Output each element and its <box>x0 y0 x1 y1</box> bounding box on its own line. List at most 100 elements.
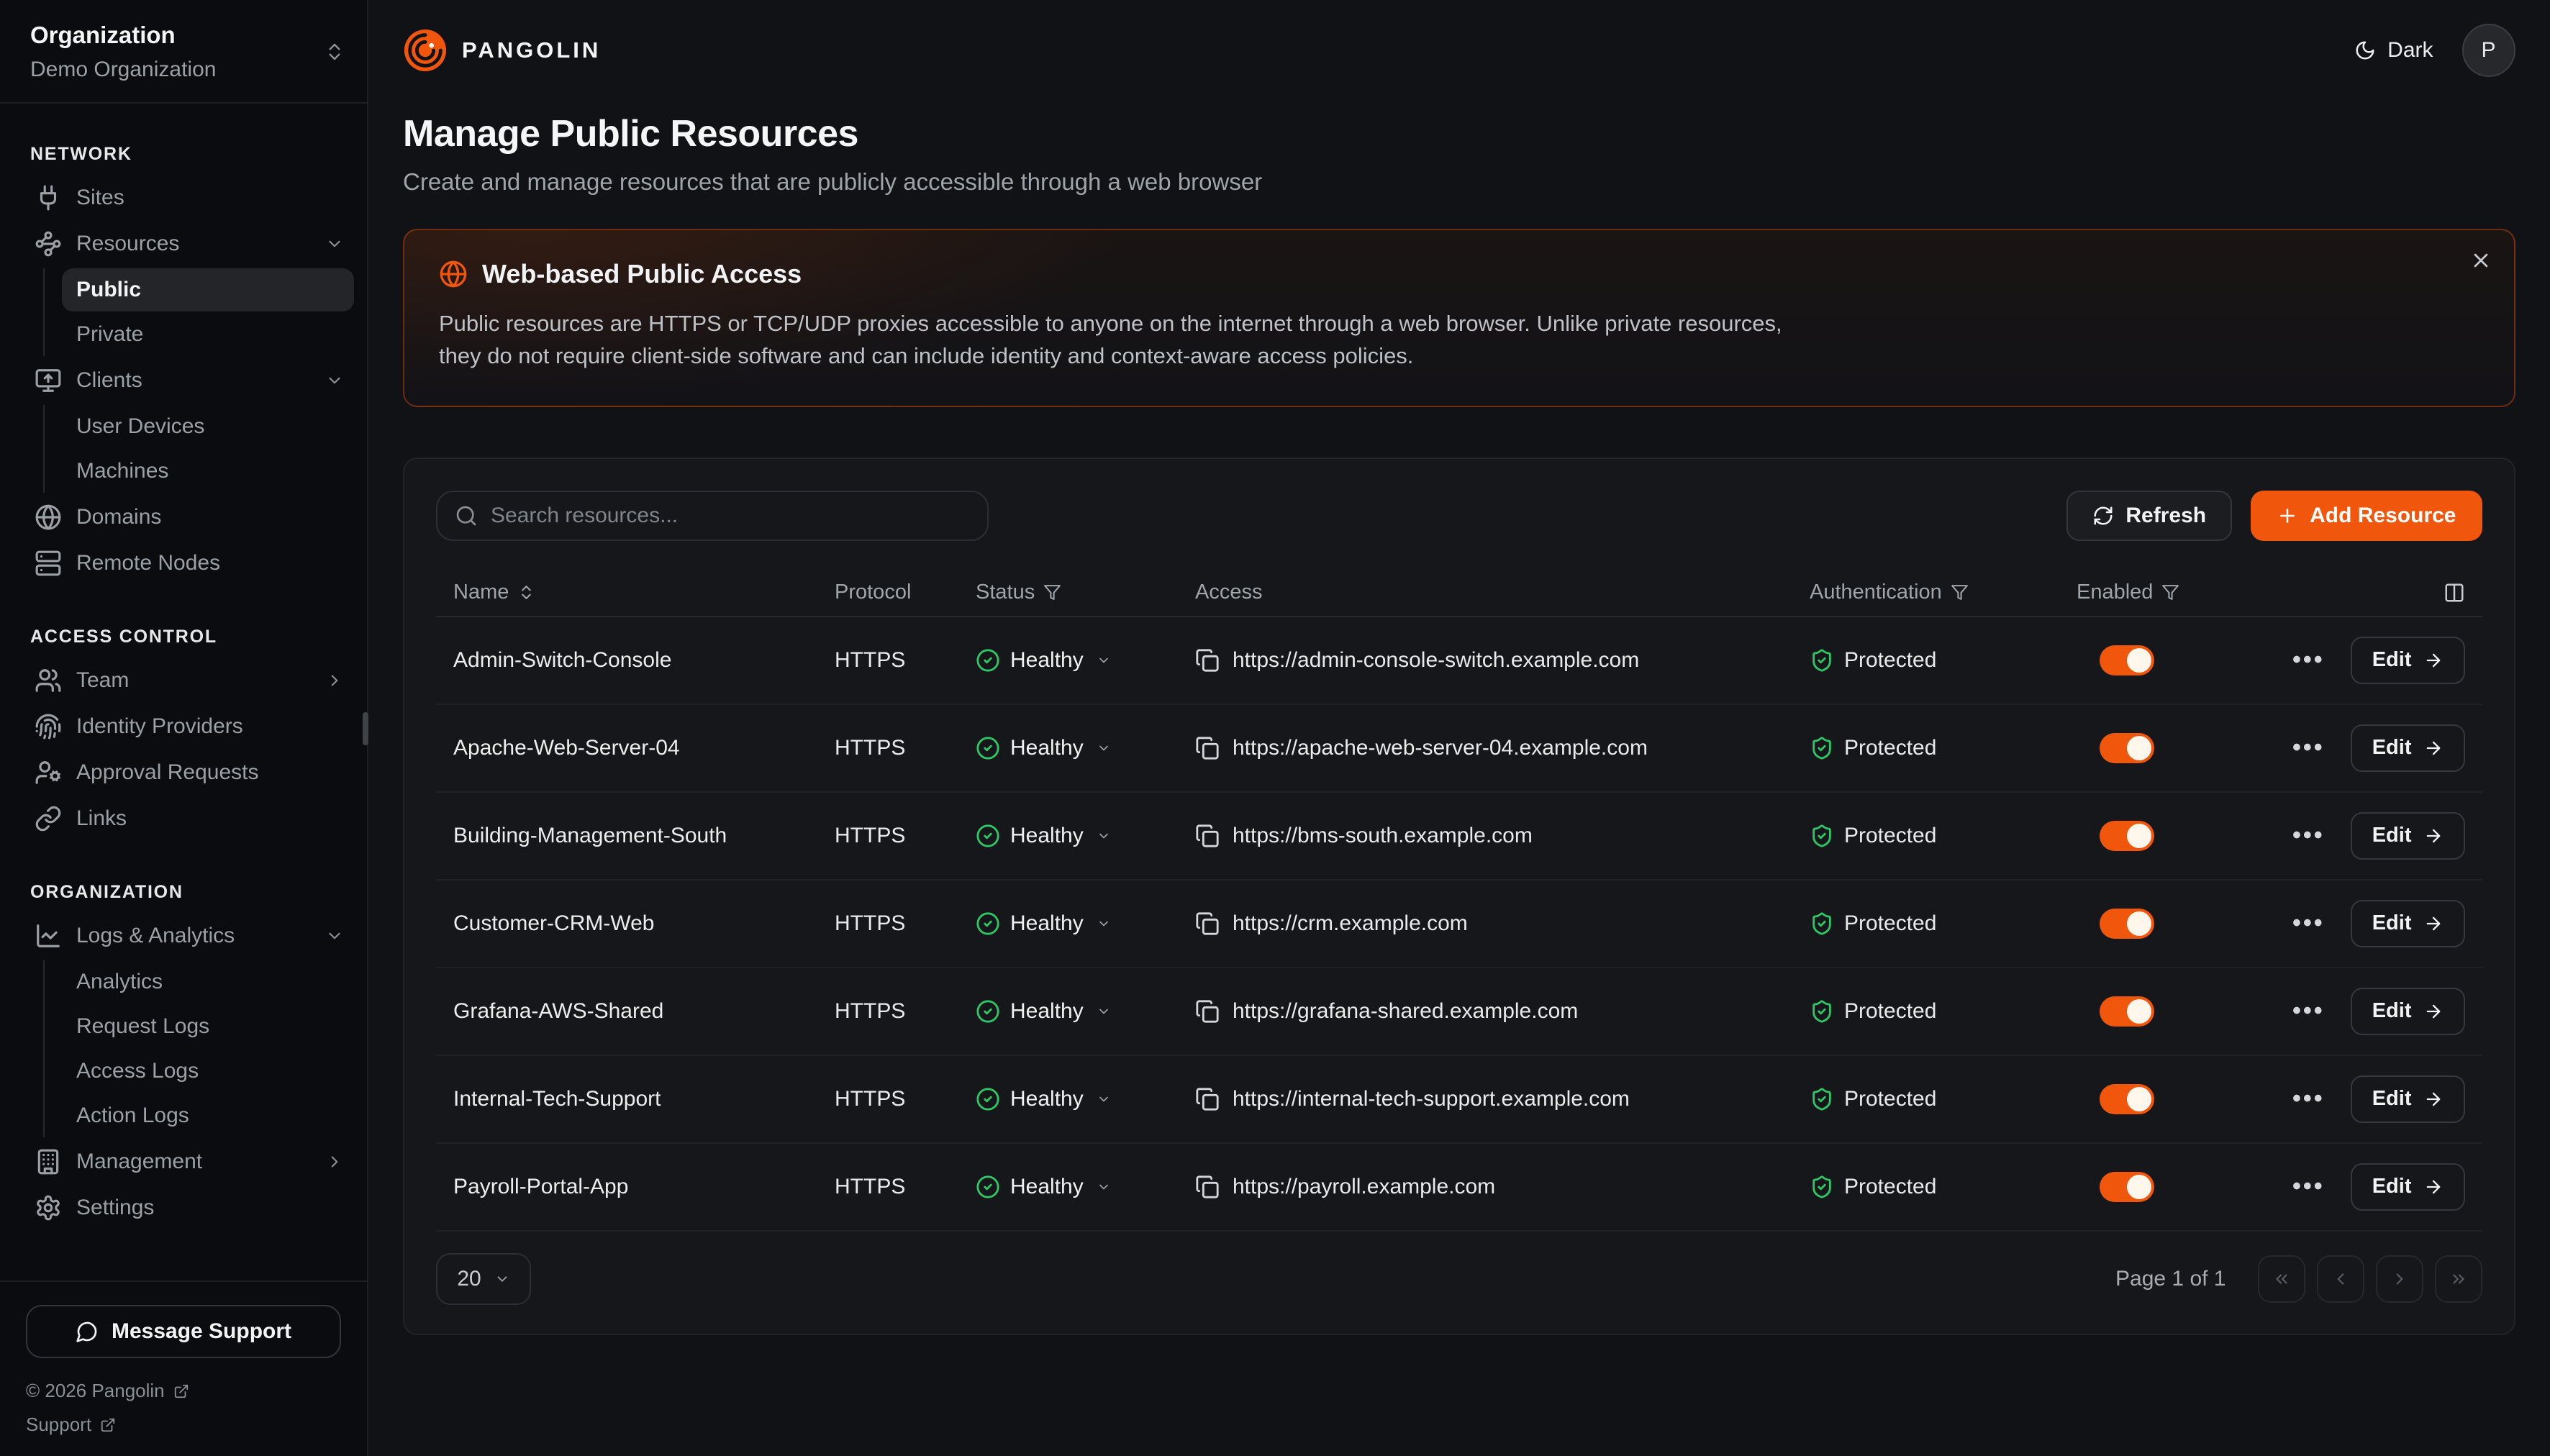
theme-toggle[interactable]: Dark <box>2354 38 2433 63</box>
resource-name: Apache-Web-Server-04 <box>453 735 680 760</box>
sidebar-item-logs-analytics[interactable]: Logs & Analytics <box>29 913 354 959</box>
chevron-left-icon <box>2331 1270 2350 1288</box>
org-switcher[interactable]: Organization Demo Organization <box>0 0 367 104</box>
waypoints-icon <box>35 230 62 258</box>
enabled-cell <box>2059 996 2275 1027</box>
column-header-name[interactable]: Name <box>436 581 817 604</box>
copy-icon[interactable] <box>1195 824 1220 848</box>
copy-icon[interactable] <box>1195 911 1220 936</box>
row-menu-button[interactable]: ••• <box>2292 646 2325 674</box>
status-select[interactable]: Healthy <box>976 736 1111 760</box>
search-input[interactable] <box>491 503 970 528</box>
sidebar-item-machines[interactable]: Machines <box>62 450 354 493</box>
refresh-button[interactable]: Refresh <box>2066 490 2233 541</box>
last-page-button[interactable] <box>2434 1255 2482 1303</box>
sidebar-item-resources[interactable]: Resources <box>29 221 354 267</box>
access-url[interactable]: https://payroll.example.com <box>1233 1174 1496 1198</box>
column-header-status[interactable]: Status <box>958 581 1178 604</box>
enabled-toggle[interactable] <box>2100 1083 2154 1114</box>
enabled-toggle[interactable] <box>2100 908 2154 939</box>
copy-icon[interactable] <box>1195 1087 1220 1111</box>
close-icon[interactable] <box>2469 249 2492 272</box>
circle-check-icon <box>976 911 1000 936</box>
edit-button[interactable]: Edit <box>2350 987 2465 1035</box>
sidebar-item-private[interactable]: Private <box>62 313 354 356</box>
column-header-authentication[interactable]: Authentication <box>1792 581 2059 604</box>
sidebar-item-team[interactable]: Team <box>29 658 354 704</box>
status-select[interactable]: Healthy <box>976 999 1111 1024</box>
enabled-toggle[interactable] <box>2100 645 2154 675</box>
access-url[interactable]: https://admin-console-switch.example.com <box>1233 647 1640 672</box>
previous-page-button[interactable] <box>2316 1255 2364 1303</box>
sidebar-item-public[interactable]: Public <box>62 268 354 311</box>
table-row-apache-web-server-04: Apache-Web-Server-04 HTTPS Healthy https://… <box>436 705 2482 793</box>
enabled-toggle[interactable] <box>2100 1171 2154 1202</box>
sidebar-item-management[interactable]: Management <box>29 1139 354 1185</box>
edit-button[interactable]: Edit <box>2350 811 2465 860</box>
sidebar-item-domains[interactable]: Domains <box>29 494 354 540</box>
sidebar-item-settings[interactable]: Settings <box>29 1185 354 1231</box>
edit-button[interactable]: Edit <box>2350 899 2465 947</box>
sidebar-item-access-logs[interactable]: Access Logs <box>62 1050 354 1093</box>
edit-button[interactable]: Edit <box>2350 724 2465 772</box>
access-url[interactable]: https://apache-web-server-04.example.com <box>1233 735 1648 760</box>
filter-icon <box>1951 583 1969 601</box>
status-select[interactable]: Healthy <box>976 648 1111 673</box>
sidebar-item-identity-providers[interactable]: Identity Providers <box>29 704 354 750</box>
status-select[interactable]: Healthy <box>976 1175 1111 1199</box>
add-resource-button[interactable]: Add Resource <box>2251 490 2482 541</box>
enabled-toggle[interactable] <box>2100 732 2154 763</box>
next-page-button[interactable] <box>2375 1255 2423 1303</box>
edit-button[interactable]: Edit <box>2350 636 2465 684</box>
copy-icon[interactable] <box>1195 648 1220 673</box>
sidebar: Organization Demo Organization NETWORK Si… <box>0 0 368 1456</box>
access-url[interactable]: https://internal-tech-support.example.co… <box>1233 1086 1630 1111</box>
sidebar-item-approval-requests[interactable]: Approval Requests <box>29 750 354 796</box>
sidebar-item-remote-nodes[interactable]: Remote Nodes <box>29 540 354 586</box>
enabled-toggle[interactable] <box>2100 996 2154 1027</box>
edit-button[interactable]: Edit <box>2350 1162 2465 1211</box>
columns-icon[interactable] <box>2444 582 2465 604</box>
first-page-button[interactable] <box>2257 1255 2305 1303</box>
copyright-link[interactable]: © 2026 Pangolin <box>26 1380 341 1402</box>
toggle-knob <box>2127 998 2151 1024</box>
status-select[interactable]: Healthy <box>976 911 1111 936</box>
row-menu-button[interactable]: ••• <box>2292 909 2325 937</box>
access-cell: https://bms-south.example.com <box>1178 824 1792 848</box>
edit-button[interactable]: Edit <box>2350 1075 2465 1123</box>
sidebar-item-request-logs[interactable]: Request Logs <box>62 1005 354 1048</box>
copy-icon[interactable] <box>1195 736 1220 760</box>
access-url[interactable]: https://bms-south.example.com <box>1233 823 1533 847</box>
sidebar-item-links[interactable]: Links <box>29 796 354 842</box>
chevron-right-icon <box>325 1152 344 1171</box>
access-url[interactable]: https://crm.example.com <box>1233 911 1468 935</box>
enabled-toggle[interactable] <box>2100 820 2154 851</box>
chevron-right-icon <box>325 671 344 690</box>
sidebar-item-action-logs[interactable]: Action Logs <box>62 1094 354 1137</box>
copy-icon[interactable] <box>1195 999 1220 1024</box>
sidebar-item-analytics[interactable]: Analytics <box>62 960 354 1004</box>
row-menu-button[interactable]: ••• <box>2292 1085 2325 1113</box>
message-support-button[interactable]: Message Support <box>26 1305 341 1358</box>
chevron-down-icon <box>1097 916 1111 931</box>
row-menu-button[interactable]: ••• <box>2292 1173 2325 1201</box>
status-select[interactable]: Healthy <box>976 824 1111 848</box>
row-menu-button[interactable]: ••• <box>2292 997 2325 1025</box>
sidebar-item-sites[interactable]: Sites <box>29 175 354 221</box>
avatar[interactable]: P <box>2461 24 2515 77</box>
sidebar-item-clients[interactable]: Clients <box>29 358 354 404</box>
sidebar-item-user-devices[interactable]: User Devices <box>62 405 354 448</box>
support-link[interactable]: Support <box>26 1414 341 1436</box>
copy-icon[interactable] <box>1195 1175 1220 1199</box>
external-link-icon <box>100 1417 116 1433</box>
status-select[interactable]: Healthy <box>976 1087 1111 1111</box>
row-menu-button[interactable]: ••• <box>2292 822 2325 850</box>
row-menu-button[interactable]: ••• <box>2292 734 2325 762</box>
page-size-select[interactable]: 20 <box>436 1252 531 1305</box>
sidebar-item-label: User Devices <box>76 414 205 438</box>
copyright-text: © 2026 Pangolin <box>26 1380 165 1401</box>
sidebar-resize-handle[interactable] <box>363 712 368 745</box>
search-icon <box>455 504 478 527</box>
column-header-enabled[interactable]: Enabled <box>2059 581 2275 604</box>
access-url[interactable]: https://grafana-shared.example.com <box>1233 998 1579 1023</box>
